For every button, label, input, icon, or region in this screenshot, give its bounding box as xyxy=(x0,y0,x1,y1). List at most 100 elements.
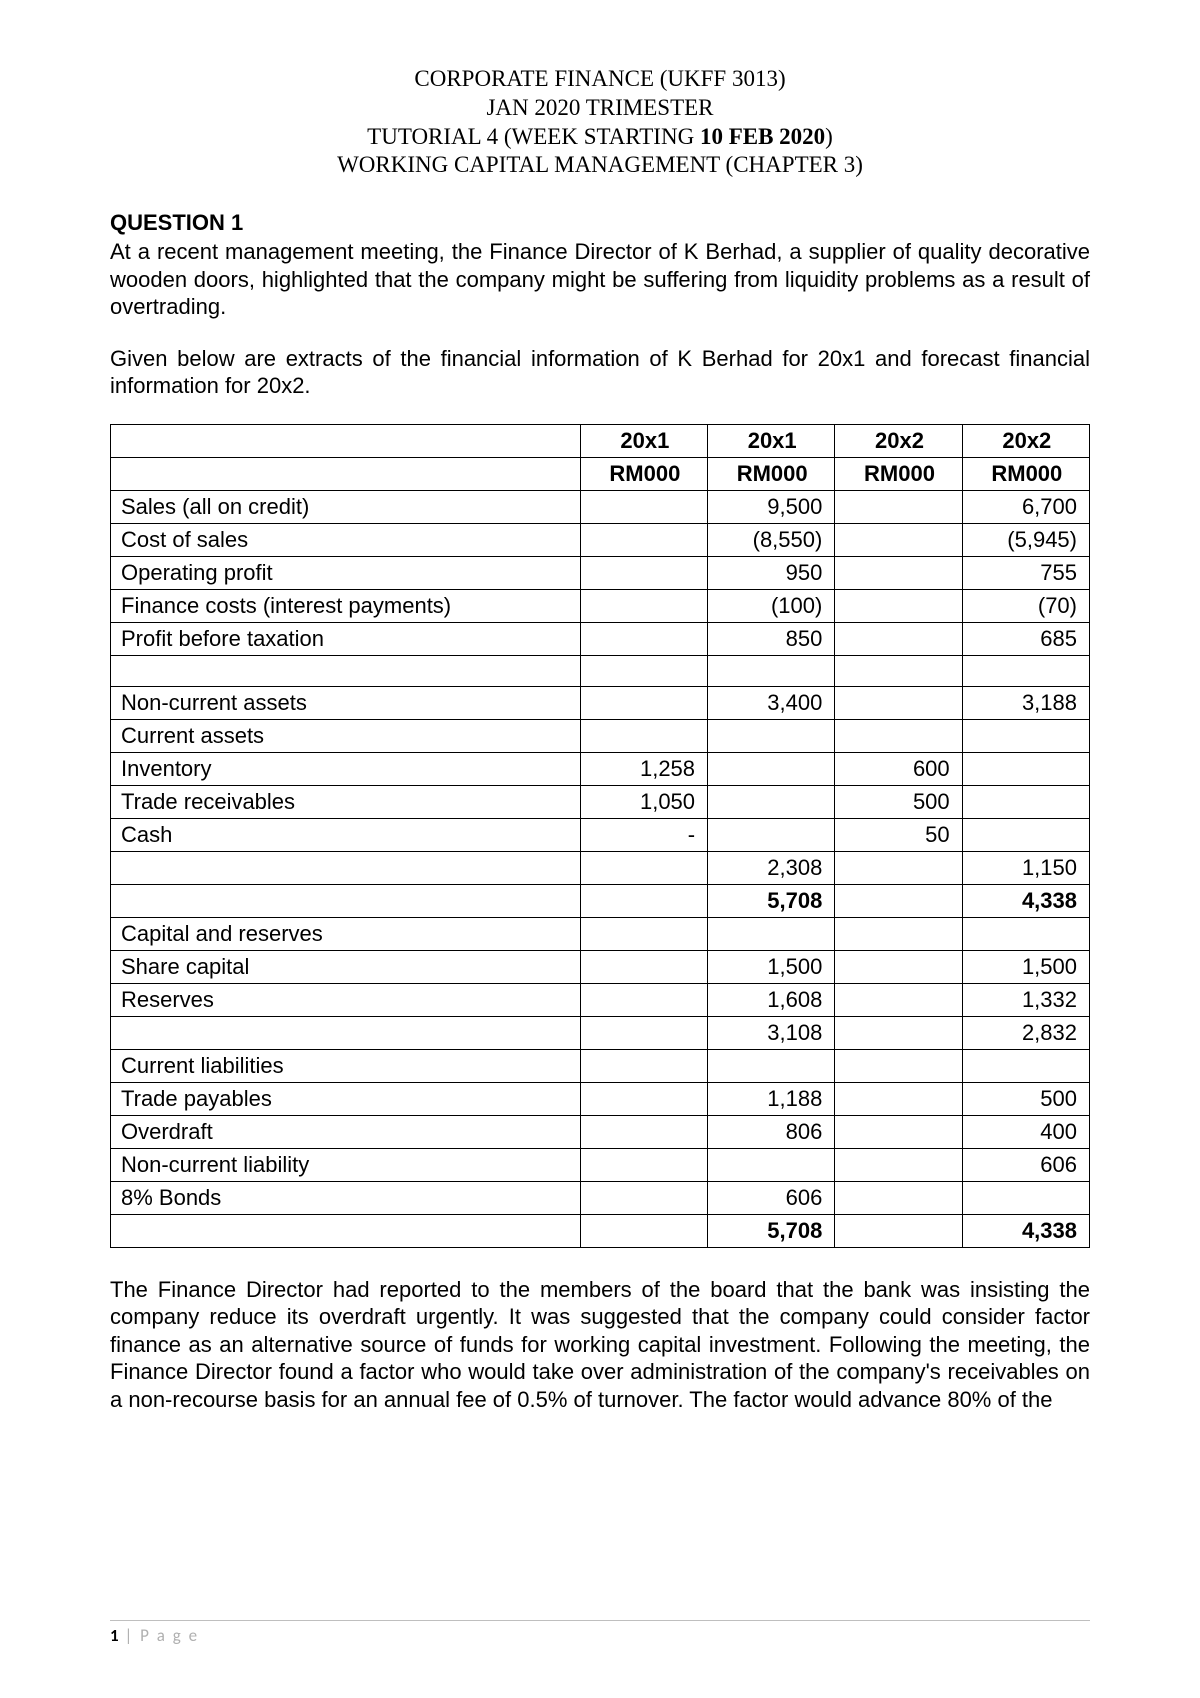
row-value: (8,550) xyxy=(708,523,835,556)
paragraph-3: The Finance Director had reported to the… xyxy=(110,1276,1090,1414)
row-label xyxy=(111,851,581,884)
row-value xyxy=(835,655,962,686)
row-value xyxy=(835,851,962,884)
row-value: 500 xyxy=(962,1082,1089,1115)
row-value xyxy=(580,1214,707,1247)
row-value xyxy=(708,818,835,851)
row-label: Sales (all on credit) xyxy=(111,490,581,523)
page-number: 1 xyxy=(110,1625,119,1646)
row-value xyxy=(708,752,835,785)
row-value xyxy=(835,589,962,622)
table-header-unit: RM000 xyxy=(708,457,835,490)
table-body: Sales (all on credit)9,5006,700Cost of s… xyxy=(111,490,1090,1247)
row-value: 685 xyxy=(962,622,1089,655)
row-value xyxy=(580,589,707,622)
row-value xyxy=(580,917,707,950)
row-value: 400 xyxy=(962,1115,1089,1148)
page-footer: 1 | P a g e xyxy=(110,1620,1090,1646)
row-value xyxy=(580,655,707,686)
row-value: 9,500 xyxy=(708,490,835,523)
row-label: Capital and reserves xyxy=(111,917,581,950)
row-label xyxy=(111,1214,581,1247)
row-value xyxy=(835,950,962,983)
row-value xyxy=(580,556,707,589)
row-label: Reserves xyxy=(111,983,581,1016)
row-value: 6,700 xyxy=(962,490,1089,523)
row-value: (5,945) xyxy=(962,523,1089,556)
question-title: QUESTION 1 xyxy=(110,210,1090,236)
row-value: 4,338 xyxy=(962,884,1089,917)
row-label: Profit before taxation xyxy=(111,622,581,655)
row-value xyxy=(580,1016,707,1049)
row-value: 5,708 xyxy=(708,1214,835,1247)
table-row: Finance costs (interest payments) (100) (7… xyxy=(111,589,1090,622)
row-label xyxy=(111,655,581,686)
row-value xyxy=(580,490,707,523)
row-label: Current liabilities xyxy=(111,1049,581,1082)
table-row: 5,708 4,338 xyxy=(111,884,1090,917)
row-value xyxy=(835,523,962,556)
row-value: 3,188 xyxy=(962,686,1089,719)
table-row: Non-current liability606 xyxy=(111,1148,1090,1181)
row-value xyxy=(708,655,835,686)
row-value xyxy=(580,622,707,655)
row-value: 606 xyxy=(962,1148,1089,1181)
row-label: Overdraft xyxy=(111,1115,581,1148)
table-row: 8% Bonds606 xyxy=(111,1181,1090,1214)
row-label: Inventory xyxy=(111,752,581,785)
row-label: Current assets xyxy=(111,719,581,752)
row-value xyxy=(708,719,835,752)
table-header-blank xyxy=(111,424,581,457)
row-value: 1,188 xyxy=(708,1082,835,1115)
row-value xyxy=(580,523,707,556)
row-value xyxy=(835,719,962,752)
table-row: Reserves1,6081,332 xyxy=(111,983,1090,1016)
row-value xyxy=(580,1082,707,1115)
row-value: 850 xyxy=(708,622,835,655)
header-line-4: WORKING CAPITAL MANAGEMENT (CHAPTER 3) xyxy=(110,151,1090,180)
row-value xyxy=(580,1148,707,1181)
row-value: 1,332 xyxy=(962,983,1089,1016)
page-label: P a g e xyxy=(140,1625,199,1646)
row-value xyxy=(708,1049,835,1082)
table-row: Trade payables 1,188 500 xyxy=(111,1082,1090,1115)
document-page: CORPORATE FINANCE (UKFF 3013) JAN 2020 T… xyxy=(0,0,1200,1698)
row-value xyxy=(580,686,707,719)
row-value xyxy=(835,622,962,655)
row-value: 950 xyxy=(708,556,835,589)
table-row: Cash-50 xyxy=(111,818,1090,851)
row-value: 3,108 xyxy=(708,1016,835,1049)
row-value xyxy=(708,917,835,950)
table-row: Non-current assets3,4003,188 xyxy=(111,686,1090,719)
page-sep: | xyxy=(119,1625,141,1646)
table-row: Trade receivables1,050500 xyxy=(111,785,1090,818)
row-value: 1,050 xyxy=(580,785,707,818)
row-value: 1,500 xyxy=(708,950,835,983)
row-value: (70) xyxy=(962,589,1089,622)
row-value: 1,500 xyxy=(962,950,1089,983)
row-value xyxy=(835,490,962,523)
header-line-1: CORPORATE FINANCE (UKFF 3013) xyxy=(110,65,1090,94)
row-label: Non-current assets xyxy=(111,686,581,719)
row-label: Operating profit xyxy=(111,556,581,589)
row-value xyxy=(962,917,1089,950)
table-row: Sales (all on credit) 9,500 6,700 xyxy=(111,490,1090,523)
table-row: Operating profit950755 xyxy=(111,556,1090,589)
header-line-3-pre: TUTORIAL 4 (WEEK STARTING xyxy=(367,124,700,149)
row-value xyxy=(835,686,962,719)
paragraph-1: At a recent management meeting, the Fina… xyxy=(110,238,1090,321)
header-line-3: TUTORIAL 4 (WEEK STARTING 10 FEB 2020) xyxy=(110,123,1090,152)
row-value xyxy=(708,1148,835,1181)
table-header-year: 20x2 xyxy=(835,424,962,457)
row-value xyxy=(835,884,962,917)
row-value: (100) xyxy=(708,589,835,622)
row-label: Trade payables xyxy=(111,1082,581,1115)
row-value xyxy=(835,1214,962,1247)
row-value xyxy=(962,752,1089,785)
table-row: Overdraft806400 xyxy=(111,1115,1090,1148)
row-label: Finance costs (interest payments) xyxy=(111,589,581,622)
header-line-3-bold: 10 FEB 2020 xyxy=(700,124,825,149)
row-value: 5,708 xyxy=(708,884,835,917)
row-value: 4,338 xyxy=(962,1214,1089,1247)
table-header-unit: RM000 xyxy=(835,457,962,490)
